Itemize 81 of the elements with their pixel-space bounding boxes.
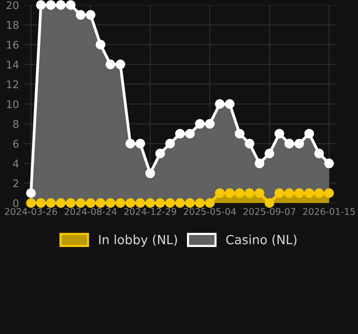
- legend-label: In lobby (NL): [99, 234, 177, 247]
- y-tick-label: 18: [7, 21, 18, 29]
- point: [86, 198, 96, 208]
- point: [244, 188, 254, 198]
- point: [36, 0, 46, 10]
- point: [195, 198, 205, 208]
- point: [274, 188, 284, 198]
- x-tick-label: 2025-09-07: [243, 208, 296, 215]
- y-tick-label: 14: [7, 60, 19, 68]
- point: [26, 188, 36, 198]
- point: [145, 168, 156, 178]
- point: [86, 10, 96, 20]
- point: [234, 188, 244, 198]
- point: [76, 10, 86, 20]
- point: [234, 128, 244, 139]
- point: [165, 138, 175, 148]
- point: [76, 198, 86, 208]
- point: [185, 198, 195, 208]
- y-tick-label: 8: [13, 120, 18, 128]
- y-tick-label: 16: [7, 40, 18, 49]
- point: [314, 148, 324, 158]
- y-tick-label: 0: [13, 199, 18, 208]
- point: [244, 138, 254, 148]
- point: [96, 40, 106, 50]
- point: [224, 188, 235, 198]
- point: [26, 198, 36, 208]
- point: [314, 188, 324, 198]
- point: [116, 198, 126, 208]
- point: [324, 188, 334, 198]
- y-tick-label: 2: [13, 179, 18, 188]
- point: [175, 198, 185, 208]
- point: [155, 148, 165, 158]
- point: [274, 128, 284, 139]
- point: [165, 198, 175, 208]
- point: [264, 198, 274, 208]
- point: [135, 138, 146, 148]
- point: [264, 148, 274, 158]
- point: [175, 128, 185, 139]
- x-tick-label: 2024-03-26: [4, 208, 58, 215]
- point: [66, 0, 76, 10]
- x-tick-label: 2024-12-29: [124, 208, 176, 215]
- point: [204, 198, 215, 208]
- point: [214, 188, 225, 198]
- point: [56, 198, 66, 208]
- y-tick-label: 6: [13, 140, 18, 148]
- y-tick-label: 20: [6, 1, 18, 10]
- point: [125, 198, 136, 208]
- point: [46, 0, 56, 10]
- x-tick-label: 2025-05-04: [184, 208, 236, 215]
- point: [224, 99, 235, 109]
- point: [214, 99, 225, 109]
- point: [185, 128, 195, 139]
- point: [66, 198, 76, 208]
- legend-label: Casino (NL): [226, 234, 296, 246]
- point: [155, 198, 165, 208]
- point: [106, 198, 116, 208]
- point: [304, 128, 314, 139]
- point: [304, 188, 314, 198]
- x-tick-label: 2026-01-15: [303, 208, 355, 215]
- point: [294, 188, 304, 198]
- point: [254, 188, 264, 198]
- point: [125, 138, 136, 148]
- x-tick-label: 2024-08-24: [64, 208, 117, 215]
- y-tick-label: 4: [13, 160, 19, 168]
- point: [36, 198, 46, 208]
- y-tick-label: 12: [7, 80, 18, 88]
- point: [106, 60, 116, 70]
- point: [284, 138, 294, 148]
- point: [116, 60, 126, 70]
- point: [96, 198, 106, 208]
- point: [294, 138, 304, 148]
- point: [284, 188, 294, 198]
- point: [135, 198, 146, 208]
- point: [56, 0, 66, 10]
- point: [145, 198, 156, 208]
- point: [204, 118, 215, 129]
- point: [254, 158, 264, 168]
- point: [195, 118, 205, 129]
- y-tick-label: 10: [7, 100, 18, 108]
- point: [46, 198, 56, 208]
- point: [324, 158, 334, 168]
